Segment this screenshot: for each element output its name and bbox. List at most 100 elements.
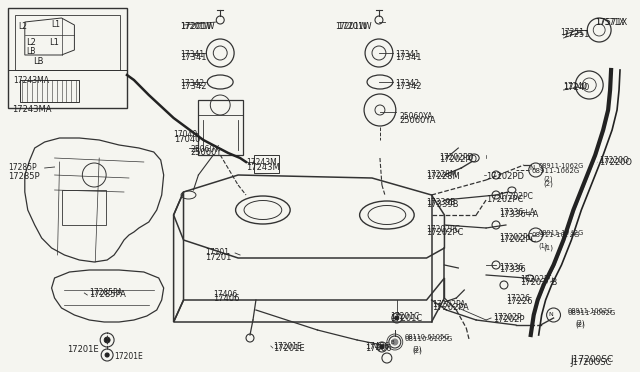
Text: 17201E: 17201E <box>273 342 301 351</box>
Text: 17201E: 17201E <box>67 345 99 354</box>
Text: LB: LB <box>33 57 44 66</box>
Circle shape <box>105 353 109 357</box>
Text: 17285PA: 17285PA <box>90 290 126 299</box>
Text: (2): (2) <box>543 175 553 182</box>
Text: 17202P: 17202P <box>493 315 525 324</box>
Text: 17202PC: 17202PC <box>427 228 464 237</box>
Text: (2): (2) <box>575 320 585 327</box>
Text: 17226: 17226 <box>506 297 532 306</box>
Text: (1): (1) <box>543 244 554 250</box>
Bar <box>15 15 120 70</box>
Text: 17228M: 17228M <box>427 172 460 181</box>
Text: 08110-6105G: 08110-6105G <box>404 334 450 340</box>
Text: 17342: 17342 <box>180 79 205 88</box>
Text: 17202PC: 17202PC <box>499 235 536 244</box>
Text: 17202PC: 17202PC <box>486 195 524 204</box>
Text: 17240: 17240 <box>563 83 590 92</box>
Text: 17571X: 17571X <box>595 18 625 27</box>
Text: 17571X: 17571X <box>595 18 627 27</box>
Text: 17220O: 17220O <box>599 158 632 167</box>
Text: 17406: 17406 <box>365 344 392 353</box>
Text: 17202PD: 17202PD <box>440 153 474 162</box>
Text: 17243M: 17243M <box>246 158 276 167</box>
Text: 17341: 17341 <box>395 53 421 62</box>
Text: 17339B: 17339B <box>427 200 459 209</box>
Text: 17251: 17251 <box>561 28 584 37</box>
Text: 25060YA: 25060YA <box>400 116 436 125</box>
Text: (2): (2) <box>413 346 422 353</box>
Text: 17406: 17406 <box>213 290 237 299</box>
Text: 17201W: 17201W <box>335 22 367 31</box>
Text: (1): (1) <box>539 242 548 248</box>
Text: L2: L2 <box>26 38 36 47</box>
Text: 17226: 17226 <box>506 294 530 303</box>
Text: 17251: 17251 <box>563 30 590 39</box>
Text: 17201E: 17201E <box>273 344 305 353</box>
Text: 17201C: 17201C <box>390 312 419 321</box>
Text: 17202PA: 17202PA <box>433 300 466 309</box>
Text: 17202PC: 17202PC <box>427 225 460 234</box>
Circle shape <box>395 316 399 320</box>
Text: 08110-6105G: 08110-6105G <box>404 336 453 342</box>
Text: L2: L2 <box>18 22 27 31</box>
Text: (2): (2) <box>413 348 422 355</box>
Text: N: N <box>548 311 553 317</box>
Text: 08911-1062G: 08911-1062G <box>568 310 616 316</box>
Text: 17341: 17341 <box>180 53 207 62</box>
Text: 17201W: 17201W <box>180 22 215 31</box>
Text: J1720OSC: J1720OSC <box>570 358 612 367</box>
Circle shape <box>392 339 398 345</box>
Text: 17202PB: 17202PB <box>520 275 554 284</box>
Text: 17220O: 17220O <box>599 156 629 165</box>
Text: 17202PD: 17202PD <box>486 172 524 181</box>
Bar <box>8 8 127 108</box>
Text: 17342: 17342 <box>180 82 207 91</box>
Text: 17202PD: 17202PD <box>440 155 477 164</box>
Text: 17243M: 17243M <box>246 163 280 172</box>
Text: 17285P: 17285P <box>8 172 40 181</box>
Text: 17228M: 17228M <box>427 170 457 179</box>
Bar <box>198 100 243 155</box>
Text: 17201C: 17201C <box>390 314 422 323</box>
Text: 17040: 17040 <box>173 130 198 139</box>
Bar <box>20 80 79 102</box>
Text: 08911-1062G: 08911-1062G <box>539 163 584 169</box>
Text: 17201: 17201 <box>205 248 229 257</box>
Text: N: N <box>529 165 534 171</box>
Text: 17201W: 17201W <box>337 22 372 31</box>
Bar <box>254 155 279 173</box>
Text: 17202P: 17202P <box>493 313 522 322</box>
Text: 17243MA: 17243MA <box>13 76 49 85</box>
Text: 17336: 17336 <box>499 265 525 274</box>
Text: 25060Y: 25060Y <box>191 145 220 154</box>
Circle shape <box>104 337 110 343</box>
Text: 17201: 17201 <box>205 253 232 262</box>
Text: 08911-1062G: 08911-1062G <box>532 232 580 238</box>
Circle shape <box>380 345 384 349</box>
Text: 17285P: 17285P <box>8 163 36 172</box>
Text: 17342: 17342 <box>395 82 421 91</box>
Text: 17341: 17341 <box>395 50 419 59</box>
Text: J17200SC: J17200SC <box>570 355 614 364</box>
Text: 17341: 17341 <box>180 50 205 59</box>
Text: 17406: 17406 <box>213 294 240 303</box>
Text: B: B <box>390 340 394 344</box>
Text: 17240: 17240 <box>563 82 588 91</box>
Text: 17406: 17406 <box>365 342 389 351</box>
Text: 17202PC: 17202PC <box>499 192 533 201</box>
Text: 08911-1062G: 08911-1062G <box>532 168 580 174</box>
Text: 25060YA: 25060YA <box>400 112 433 121</box>
Text: (2): (2) <box>575 322 585 328</box>
Text: 17202PA: 17202PA <box>433 303 469 312</box>
Text: 17285PA: 17285PA <box>90 288 123 297</box>
Text: 17201E: 17201E <box>114 352 143 361</box>
Text: (2): (2) <box>543 180 554 186</box>
Text: 17202PC: 17202PC <box>499 233 533 242</box>
Text: 17336+A: 17336+A <box>499 210 538 219</box>
Text: 08911-1062G: 08911-1062G <box>539 230 584 236</box>
Text: 17336: 17336 <box>499 263 524 272</box>
Text: 17040: 17040 <box>173 135 200 144</box>
Bar <box>61 190 106 225</box>
Text: 17201W: 17201W <box>180 22 212 31</box>
Text: L1: L1 <box>50 38 60 47</box>
